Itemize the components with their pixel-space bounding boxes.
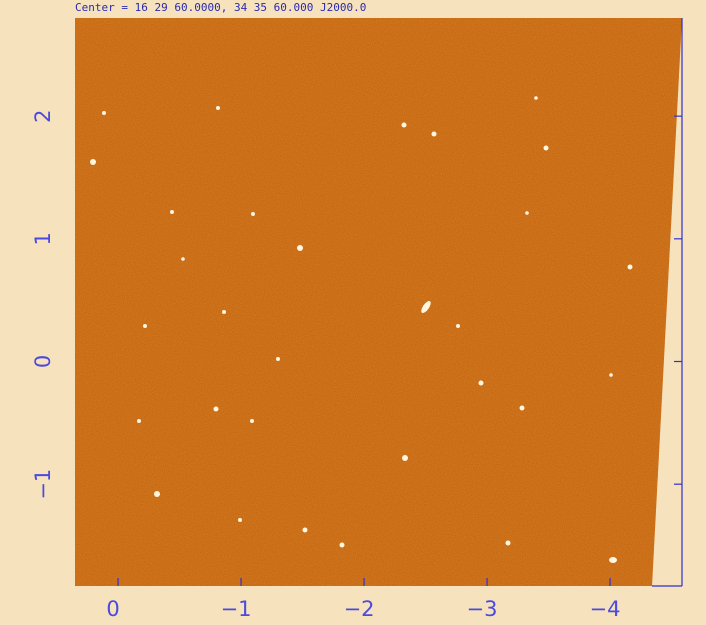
source bbox=[137, 419, 141, 423]
source bbox=[520, 406, 525, 411]
source bbox=[609, 373, 613, 377]
source bbox=[90, 159, 96, 165]
source bbox=[251, 212, 255, 216]
source bbox=[154, 491, 160, 497]
source bbox=[340, 543, 345, 548]
chart: Center = 16 29 60.0000, 34 35 60.000 J20… bbox=[0, 0, 706, 625]
source bbox=[276, 357, 280, 361]
source bbox=[102, 111, 106, 115]
source bbox=[432, 132, 437, 137]
source bbox=[181, 257, 185, 261]
source bbox=[170, 210, 174, 214]
source bbox=[214, 407, 219, 412]
chart-title: Center = 16 29 60.0000, 34 35 60.000 J20… bbox=[75, 1, 366, 14]
source bbox=[250, 419, 254, 423]
source bbox=[525, 211, 529, 215]
source bbox=[297, 245, 303, 251]
x-tick-label: −1 bbox=[221, 597, 252, 621]
source bbox=[143, 324, 147, 328]
image-noise bbox=[75, 18, 682, 586]
source bbox=[216, 106, 220, 110]
x-tick-label: −2 bbox=[344, 597, 375, 621]
y-tick-label: 1 bbox=[31, 232, 55, 245]
x-tick-label: 0 bbox=[106, 597, 119, 621]
y-tick-label: −1 bbox=[31, 469, 55, 500]
x-tick-label: −3 bbox=[467, 597, 498, 621]
source bbox=[402, 123, 407, 128]
source bbox=[544, 146, 549, 151]
source bbox=[506, 541, 511, 546]
source bbox=[402, 455, 408, 461]
source bbox=[534, 96, 538, 100]
y-tick-label: 2 bbox=[31, 109, 55, 122]
source bbox=[456, 324, 460, 328]
source bbox=[609, 557, 617, 563]
source bbox=[303, 528, 308, 533]
source bbox=[628, 265, 633, 270]
source bbox=[238, 518, 242, 522]
source bbox=[479, 381, 484, 386]
y-tick-label: 0 bbox=[31, 355, 55, 368]
x-tick-label: −4 bbox=[590, 597, 621, 621]
source bbox=[222, 310, 226, 314]
